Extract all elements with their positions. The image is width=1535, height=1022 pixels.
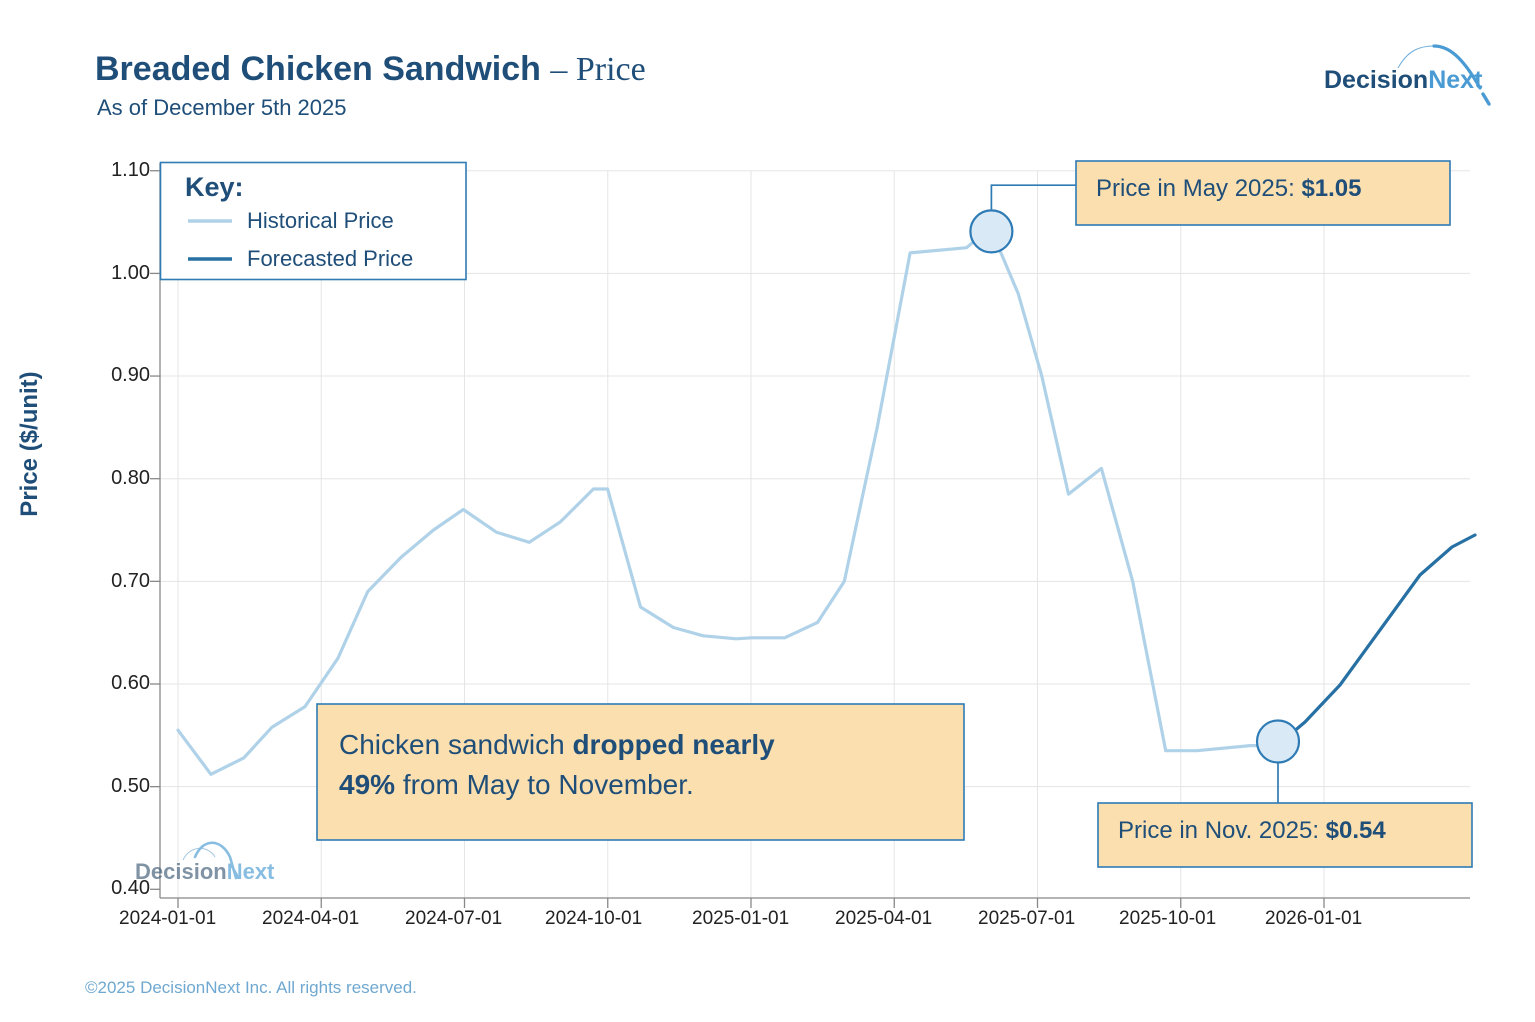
svg-text:DecisionNext: DecisionNext — [135, 859, 275, 884]
